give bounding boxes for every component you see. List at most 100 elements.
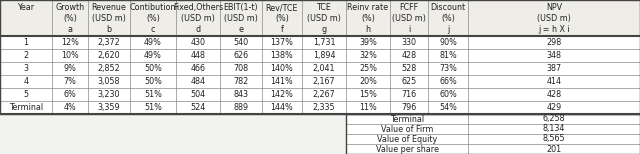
Text: 625: 625 xyxy=(401,77,417,86)
Text: (USD m): (USD m) xyxy=(181,14,215,23)
Text: 843: 843 xyxy=(234,90,248,99)
Text: 387: 387 xyxy=(547,64,561,73)
Text: (USD m): (USD m) xyxy=(392,14,426,23)
Text: 4: 4 xyxy=(24,77,29,86)
Bar xyxy=(346,114,640,154)
Text: 796: 796 xyxy=(401,103,417,112)
Text: 39%: 39% xyxy=(359,38,377,47)
Bar xyxy=(0,0,640,36)
Text: 12%: 12% xyxy=(61,38,79,47)
Text: (USD m): (USD m) xyxy=(537,14,571,23)
Text: 2,267: 2,267 xyxy=(312,90,335,99)
Text: 51%: 51% xyxy=(144,90,162,99)
Text: 1,894: 1,894 xyxy=(313,51,335,60)
Text: 9%: 9% xyxy=(63,64,76,73)
Text: d: d xyxy=(195,25,200,34)
Bar xyxy=(0,0,640,114)
Text: 298: 298 xyxy=(547,38,562,47)
Text: 140%: 140% xyxy=(271,64,293,73)
Text: Rev/TCE: Rev/TCE xyxy=(266,3,298,12)
Text: e: e xyxy=(239,25,243,34)
Text: 3,058: 3,058 xyxy=(98,77,120,86)
Text: 429: 429 xyxy=(547,103,562,112)
Text: 2,852: 2,852 xyxy=(98,64,120,73)
Text: (%): (%) xyxy=(275,14,289,23)
Text: j = h X i: j = h X i xyxy=(538,25,570,34)
Text: Year: Year xyxy=(17,3,35,12)
Text: 716: 716 xyxy=(401,90,417,99)
Text: 540: 540 xyxy=(234,38,248,47)
Text: 708: 708 xyxy=(234,64,248,73)
Text: c: c xyxy=(151,25,156,34)
Text: TCE: TCE xyxy=(317,3,332,12)
Text: 2,372: 2,372 xyxy=(98,38,120,47)
Text: 8,134: 8,134 xyxy=(543,124,565,134)
Text: 49%: 49% xyxy=(144,51,162,60)
Text: 10%: 10% xyxy=(61,51,79,60)
Text: 348: 348 xyxy=(547,51,561,60)
Text: 2,335: 2,335 xyxy=(313,103,335,112)
Text: 66%: 66% xyxy=(439,77,457,86)
Text: 32%: 32% xyxy=(359,51,377,60)
Text: 626: 626 xyxy=(234,51,248,60)
Text: FCFF: FCFF xyxy=(399,3,419,12)
Text: Value of Equity: Value of Equity xyxy=(377,134,437,144)
Text: Value of Firm: Value of Firm xyxy=(381,124,433,134)
Text: 60%: 60% xyxy=(439,90,457,99)
Text: Revenue: Revenue xyxy=(92,3,127,12)
Text: (%): (%) xyxy=(146,14,160,23)
Text: 782: 782 xyxy=(234,77,248,86)
Text: 889: 889 xyxy=(234,103,248,112)
Text: 484: 484 xyxy=(191,77,205,86)
Text: 90%: 90% xyxy=(439,38,457,47)
Text: 3,359: 3,359 xyxy=(98,103,120,112)
Text: 15%: 15% xyxy=(359,90,377,99)
Text: 3,230: 3,230 xyxy=(98,90,120,99)
Text: 524: 524 xyxy=(190,103,205,112)
Text: (USD m): (USD m) xyxy=(224,14,258,23)
Text: (USD m): (USD m) xyxy=(307,14,341,23)
Text: 50%: 50% xyxy=(144,77,162,86)
Text: Fixed,Others: Fixed,Others xyxy=(173,3,223,12)
Text: NPV: NPV xyxy=(546,3,562,12)
Text: 20%: 20% xyxy=(359,77,377,86)
Text: 414: 414 xyxy=(547,77,561,86)
Text: Value per share: Value per share xyxy=(376,144,438,154)
Text: (USD m): (USD m) xyxy=(92,14,126,23)
Text: Terminal: Terminal xyxy=(390,115,424,124)
Text: 2,167: 2,167 xyxy=(313,77,335,86)
Text: 504: 504 xyxy=(191,90,205,99)
Text: 8,565: 8,565 xyxy=(543,134,565,144)
Text: 138%: 138% xyxy=(271,51,293,60)
Text: j: j xyxy=(447,25,449,34)
Text: 141%: 141% xyxy=(271,77,293,86)
Text: 2: 2 xyxy=(24,51,29,60)
Text: (%): (%) xyxy=(63,14,77,23)
Text: 144%: 144% xyxy=(271,103,293,112)
Text: 142%: 142% xyxy=(271,90,293,99)
Text: 1,731: 1,731 xyxy=(313,38,335,47)
Text: Terminal: Terminal xyxy=(9,103,43,112)
Text: h: h xyxy=(365,25,371,34)
Text: 73%: 73% xyxy=(439,64,457,73)
Text: f: f xyxy=(280,25,284,34)
Text: (%): (%) xyxy=(441,14,455,23)
Text: 25%: 25% xyxy=(359,64,377,73)
Text: 428: 428 xyxy=(547,90,561,99)
Text: 330: 330 xyxy=(401,38,417,47)
Text: 4%: 4% xyxy=(63,103,76,112)
Text: 137%: 137% xyxy=(271,38,293,47)
Text: 54%: 54% xyxy=(439,103,457,112)
Text: i: i xyxy=(408,25,410,34)
Text: Growth: Growth xyxy=(56,3,84,12)
Text: 51%: 51% xyxy=(144,103,162,112)
Text: g: g xyxy=(321,25,326,34)
Text: 6,258: 6,258 xyxy=(543,115,565,124)
Text: 2,041: 2,041 xyxy=(313,64,335,73)
Text: Contibution: Contibution xyxy=(130,3,176,12)
Text: 7%: 7% xyxy=(63,77,76,86)
Text: 466: 466 xyxy=(191,64,205,73)
Text: 428: 428 xyxy=(401,51,417,60)
Text: Discount: Discount xyxy=(431,3,465,12)
Text: a: a xyxy=(67,25,72,34)
